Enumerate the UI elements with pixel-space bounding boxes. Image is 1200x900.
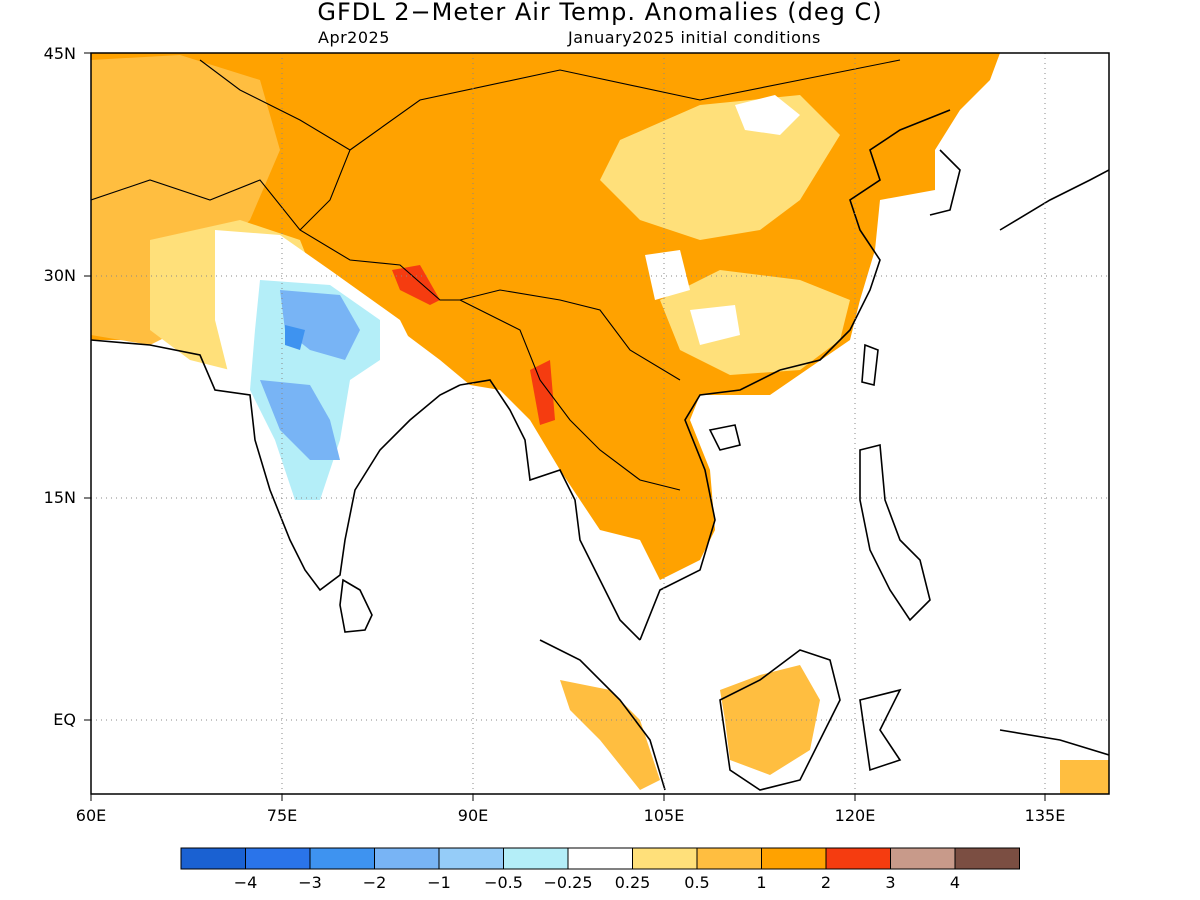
colorbar-label: 1 [756,873,767,892]
colorbar-label: 0.25 [614,873,651,892]
anomaly-region-east-china [660,270,850,375]
lat-label-45n: 45N [43,44,76,63]
colorbar-swatch [567,847,633,870]
coastline-indochina [639,369,781,641]
colorbar-label: −3 [298,873,322,892]
coastline-sri-lanka [339,578,373,633]
colorbar-swatch [825,847,891,870]
colorbar-swatch [374,847,440,870]
anomaly-region-borneo [720,665,820,775]
coastline-sumatra [539,639,666,791]
colorbar [180,847,1020,870]
map-title: GFDL 2−Meter Air Temp. Anomalies (deg C) [317,0,883,26]
tick-marks [84,52,1046,801]
anomaly-region-india-coldest [285,325,305,350]
colorbar-label: −1 [427,873,451,892]
graticule-layer [91,53,1109,794]
coastline-china-east [779,109,951,371]
anomaly-region-neutral-north [735,95,800,135]
colorbar-swatch [180,847,246,870]
colorbar-label: 2 [820,873,832,892]
anomaly-region-neutral-south [645,250,690,300]
lat-label-15n: 15N [43,488,76,507]
coastline-philippines [859,443,931,622]
lon-label-105e: 105E [643,806,685,825]
colorbar-swatch [696,847,762,870]
anomaly-region-myanmar-hot [530,360,555,425]
anomaly-region-sumatra [560,680,660,790]
anomaly-region-central-asia [91,55,280,345]
border-line [91,59,901,491]
colorbar-swatch [503,847,569,870]
colorbar-swatch [632,847,698,870]
colorbar-swatch [438,847,504,870]
coastline-india [91,339,461,592]
coastline-layer [91,59,1109,791]
colorbar-swatch [309,847,375,870]
lon-label-120e: 120E [834,806,876,825]
colorbar-label: −2 [362,873,387,892]
coastline-new-guinea [999,729,1109,756]
colorbar-swatch [890,847,956,870]
coastline-borneo [719,649,841,791]
initial-conditions-label: January2025 initial conditions [568,28,821,47]
colorbar-swatch [761,847,827,870]
coastline-bay-of-bengal-east [459,379,641,641]
colorbar-swatch [245,847,311,870]
colorbar-label: 4 [949,873,961,892]
anomaly-region-nepal-hot [392,265,440,305]
anomaly-region-new-guinea [1060,760,1109,794]
lon-label-90e: 90E [457,806,489,825]
coastline-korea-japan [929,149,1109,231]
lat-label-30n: 30N [43,266,76,285]
lon-label-135e: 135E [1024,806,1066,825]
lon-label-60e: 60E [75,806,107,825]
colorbar-swatch [954,847,1020,870]
coastline-taiwan [861,343,879,386]
coastline-hainan [708,424,741,451]
anomaly-region-india-cooler [280,290,360,360]
anomaly-region-india-south-cool [260,380,340,460]
forecast-month: Apr2025 [318,28,390,47]
colorbar-label: −0.25 [543,873,593,892]
anomaly-fill-layer [91,53,1109,794]
lat-label-eq: EQ [53,710,76,729]
lon-label-75e: 75E [266,806,298,825]
colorbar-label: 3 [885,873,896,892]
colorbar-label: −4 [233,873,258,892]
coastline-sulawesi [859,688,902,772]
anomaly-region-neutral-east [690,305,740,345]
map-frame [90,52,1110,795]
colorbar-label: 0.5 [684,873,710,892]
colorbar-label: −0.5 [484,873,523,892]
